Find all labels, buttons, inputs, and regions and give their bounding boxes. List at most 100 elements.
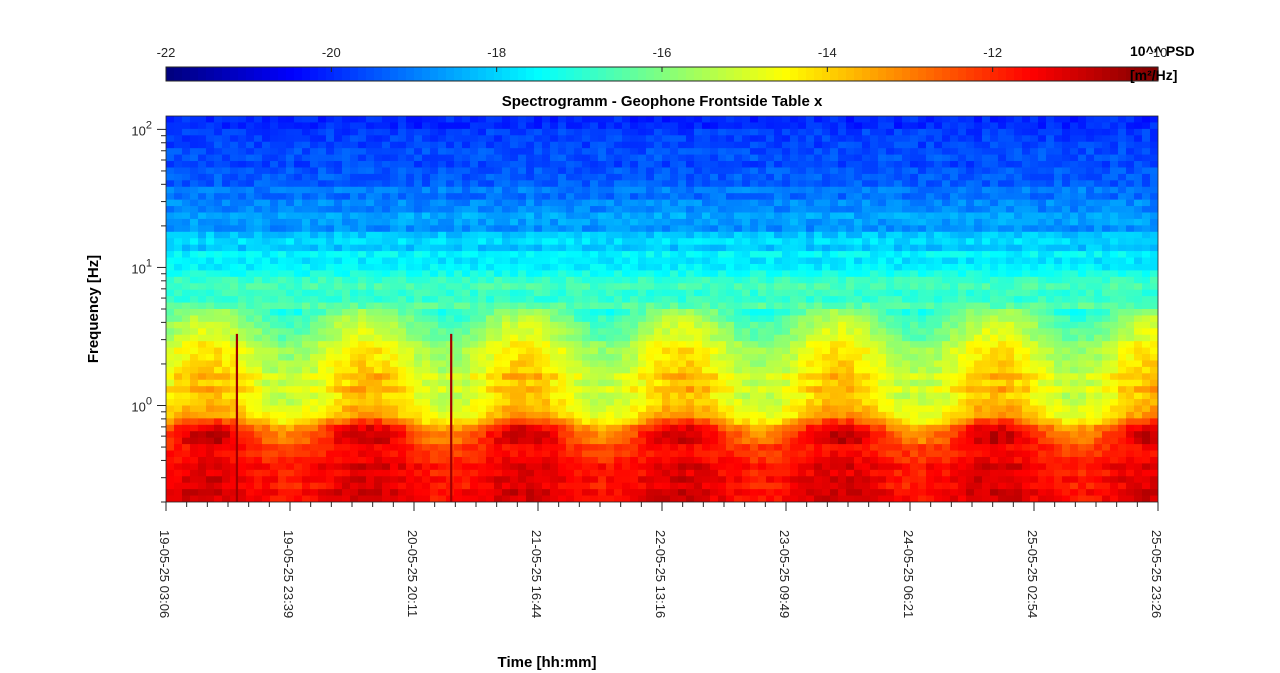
heatmap-cell [1150,154,1158,162]
heatmap-cell [382,212,391,220]
heatmap-cell [702,251,711,259]
heatmap-cell [622,238,631,246]
heatmap-cell [990,341,999,349]
heatmap-cell [942,135,951,143]
heatmap-cell [190,328,199,336]
heatmap-cell [550,296,559,304]
heatmap-cell [774,354,783,361]
heatmap-cell [846,321,855,329]
heatmap-cell [614,122,623,130]
heatmap-cell [622,341,631,349]
heatmap-cell [246,212,255,220]
heatmap-cell [710,206,719,213]
heatmap-cell [926,161,935,168]
heatmap-cell [510,116,519,123]
heatmap-cell [630,180,639,188]
heatmap-cell [382,122,391,130]
heatmap-cell [638,135,647,143]
heatmap-cell [622,193,631,201]
heatmap-cell [494,289,503,297]
heatmap-cell [950,270,959,278]
heatmap-cell [910,128,919,136]
heatmap-cell [414,354,423,361]
heatmap-cell [558,276,567,284]
heatmap-cell [182,161,191,168]
heatmap-cell [462,347,471,355]
heatmap-cell [1054,283,1063,291]
heatmap-cell [846,128,855,136]
heatmap-cell [198,366,207,374]
heatmap-cell [318,328,327,336]
heatmap-cell [198,212,207,220]
heatmap-cell [550,289,559,297]
heatmap-cell [1030,315,1039,323]
colorbar-label-line1: 10^^ PSD [1130,43,1195,59]
heatmap-cell [278,180,287,188]
heatmap-cell [862,122,871,130]
heatmap-cell [822,116,831,123]
heatmap-cell [246,154,255,162]
heatmap-cell [1102,251,1111,259]
heatmap-cell [166,148,175,156]
heatmap-cell [534,218,543,226]
heatmap-cell [654,225,663,233]
heatmap-cell [334,309,343,316]
heatmap-cell [574,244,583,252]
heatmap-cell [1126,206,1135,213]
heatmap-cell [414,186,423,194]
heatmap-cell [518,167,527,175]
heatmap-cell [1118,173,1127,181]
heatmap-cell [518,347,527,355]
colorbar-swatch [718,67,727,81]
heatmap-cell [198,135,207,143]
heatmap-cell [878,167,887,175]
heatmap-cell [790,218,799,226]
heatmap-cell [630,199,639,207]
heatmap-cell [1118,263,1127,271]
heatmap-cell [462,148,471,156]
heatmap-cell [694,199,703,207]
heatmap-cell [766,225,775,233]
heatmap-cell [486,128,495,136]
heatmap-cell [574,257,583,265]
heatmap-cell [870,283,879,291]
heatmap-cell [806,360,815,368]
heatmap-cell [686,270,695,278]
heatmap-cell [1094,276,1103,284]
heatmap-cell [1038,309,1047,316]
heatmap-cell [582,128,591,136]
heatmap-cell [422,225,431,233]
heatmap-cell [814,263,823,271]
heatmap-cell [654,128,663,136]
heatmap-cell [326,199,335,207]
heatmap-cell [734,328,743,336]
heatmap-cell [1022,270,1031,278]
heatmap-cell [222,231,231,239]
heatmap-cell [782,154,791,162]
heatmap-cell [366,238,375,246]
heatmap-cell [182,296,191,304]
heatmap-cell [1030,276,1039,284]
heatmap-cell [1126,128,1135,136]
heatmap-cell [342,193,351,201]
heatmap-cell [198,148,207,156]
heatmap-cell [206,167,215,175]
heatmap-cell [534,116,543,123]
heatmap-cell [950,135,959,143]
heatmap-cell [318,334,327,342]
heatmap-cell [1022,199,1031,207]
heatmap-cell [1142,225,1151,233]
heatmap-cell [366,180,375,188]
heatmap-cell [182,193,191,201]
heatmap-cell [366,199,375,207]
heatmap-cell [670,270,679,278]
heatmap-cell [326,218,335,226]
heatmap-cell [438,128,447,136]
colorbar-swatch [374,67,383,81]
heatmap-cell [918,334,927,342]
heatmap-cell [734,347,743,355]
heatmap-cell [406,180,415,188]
heatmap-cell [998,180,1007,188]
heatmap-cell [702,135,711,143]
heatmap-cell [766,141,775,149]
